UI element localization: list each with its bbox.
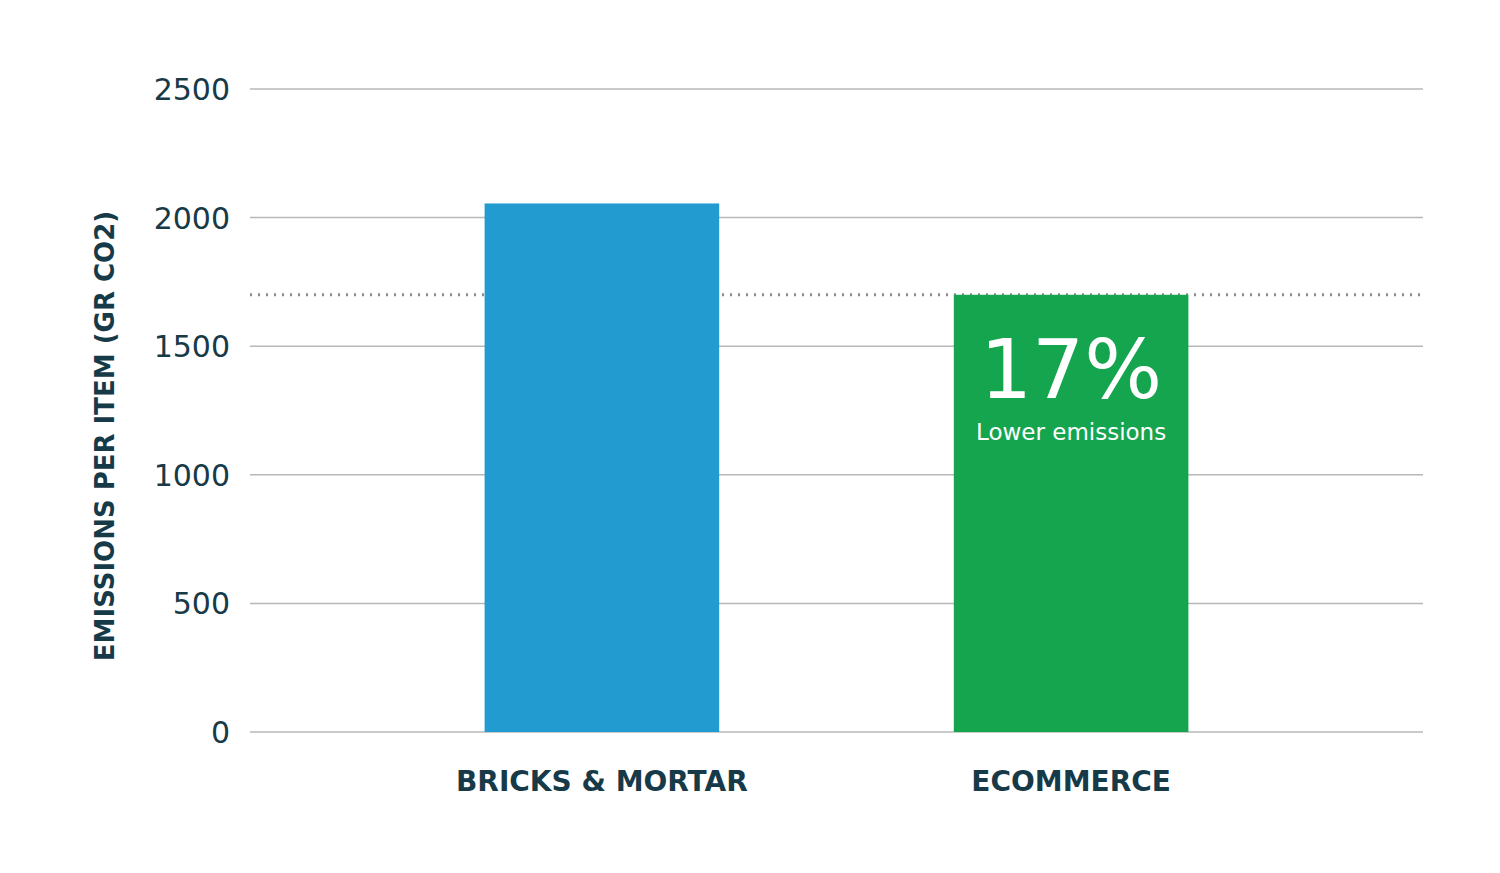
x-tick-label: BRICKS & MORTAR xyxy=(456,765,748,798)
bars xyxy=(485,203,1189,732)
bar xyxy=(485,203,720,732)
grid xyxy=(250,89,1423,732)
reference-line xyxy=(250,293,1423,296)
y-tick-label: 2000 xyxy=(154,201,230,236)
y-tick-label: 1500 xyxy=(154,329,230,364)
y-axis-title: EMISSIONS PER ITEM (GR CO2) xyxy=(90,211,120,661)
grid-line xyxy=(250,474,1423,476)
y-tick-label: 0 xyxy=(211,715,230,750)
annotation-percent: 17% xyxy=(980,322,1162,417)
grid-line xyxy=(250,603,1423,605)
y-tick-label: 2500 xyxy=(154,72,230,107)
y-tick-label: 500 xyxy=(173,586,230,621)
grid-line xyxy=(250,731,1423,733)
annotation-text: Lower emissions xyxy=(976,419,1166,445)
y-tick-label: 1000 xyxy=(154,458,230,493)
x-tick-label: ECOMMERCE xyxy=(971,765,1171,798)
grid-line xyxy=(250,88,1423,90)
chart-svg: 0 500 1000 1500 2000 2500 BRICKS & MORTAR ECOMM… xyxy=(0,0,1500,873)
grid-line xyxy=(250,217,1423,219)
grid-line xyxy=(250,345,1423,347)
chart-container: 0 500 1000 1500 2000 2500 BRICKS & MORTAR ECOMM… xyxy=(0,0,1500,873)
bar xyxy=(954,295,1189,732)
